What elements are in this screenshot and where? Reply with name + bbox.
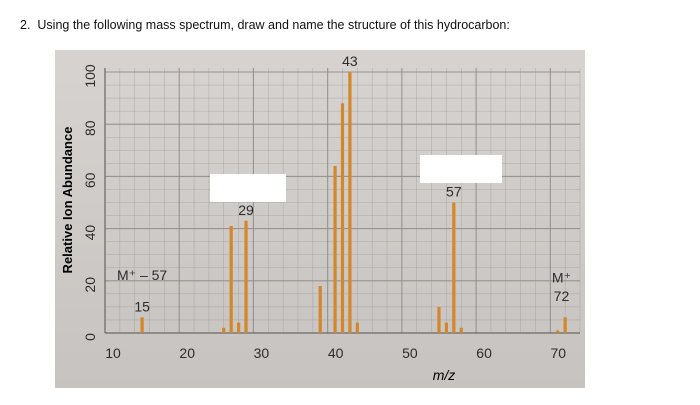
- answer-mask-57: [420, 155, 502, 183]
- y-tick-label: 40: [82, 225, 98, 241]
- y-tick-label: 20: [82, 277, 98, 293]
- y-axis-label: Relative Ion Abundance: [60, 127, 75, 274]
- peak-bar-mz-43: [348, 72, 352, 333]
- peak-bar-mz-56: [444, 322, 449, 333]
- peak-bar-mz-29: [244, 220, 248, 333]
- peak-annotation: 57: [446, 184, 462, 200]
- peak-annotation: M⁺: [552, 270, 571, 286]
- x-axis-label: m/z: [433, 367, 456, 383]
- y-tick-label: 100: [82, 64, 98, 88]
- question-text: 2. Using the following mass spectrum, dr…: [20, 18, 510, 32]
- x-tick-label: 10: [105, 345, 121, 361]
- peak-bar-mz-44: [355, 322, 359, 333]
- peak-bar-mz-42: [340, 103, 345, 333]
- x-tick-label: 20: [179, 345, 195, 361]
- y-tick-label: 0: [82, 333, 98, 341]
- peak-bar-mz-39: [318, 286, 322, 333]
- peak-bar-mz-27: [229, 225, 233, 333]
- peak-annotation: 15: [134, 298, 150, 314]
- peak-annotation: M⁺ – 57: [117, 267, 167, 283]
- question-prompt: Using the following mass spectrum, draw …: [37, 18, 510, 32]
- peak-annotation: 29: [238, 202, 254, 218]
- x-tick-label: 30: [254, 345, 270, 361]
- annotation-layer: 43 29 57 15 M⁺ – 57 M⁺ 72: [117, 53, 571, 314]
- mask-layer: [210, 155, 502, 202]
- x-tick-label: 50: [402, 345, 418, 361]
- bar-layer: [140, 72, 567, 333]
- tick-label-layer: 10 20 30 40 50 60 70 0 20 40 60 80 100: [82, 64, 566, 361]
- peak-bar-mz-26: [222, 327, 226, 333]
- x-tick-label: 40: [328, 345, 344, 361]
- y-tick-label: 80: [82, 120, 98, 136]
- answer-mask-29: [210, 174, 286, 202]
- question-number: 2.: [20, 18, 31, 32]
- peak-bar-mz-15: [140, 317, 144, 333]
- peak-bar-mz-58: [459, 327, 463, 333]
- y-tick-label: 60: [82, 172, 98, 188]
- peak-bar-mz-28: [236, 322, 241, 333]
- x-tick-label: 70: [551, 345, 567, 361]
- x-tick-label: 60: [476, 345, 492, 361]
- peak-annotation: 72: [554, 288, 570, 304]
- peak-bar-mz-72: [563, 317, 567, 333]
- peak-bar-mz-41: [333, 165, 337, 333]
- peak-annotation: 43: [342, 53, 358, 69]
- peak-bar-mz-71: [556, 330, 560, 333]
- peak-bar-mz-55: [437, 306, 441, 333]
- peak-bar-mz-57: [452, 202, 456, 333]
